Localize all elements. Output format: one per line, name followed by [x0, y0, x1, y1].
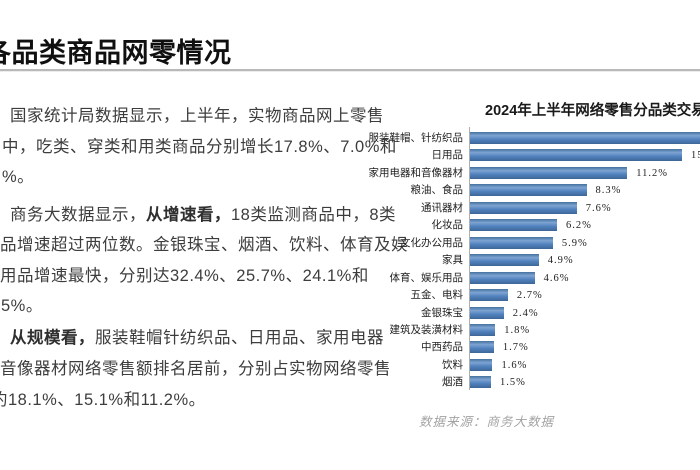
body-text-run: 国家统计局数据显示，上半年，实物商品网上零售 [10, 107, 384, 125]
body-text-line: 5%。 [1, 296, 43, 316]
chart-value-label: 2.4% [512, 307, 539, 319]
chart-bar [470, 201, 577, 214]
chart-bar [470, 376, 492, 389]
chart-category-label: 家用电器和音像器材 [368, 167, 464, 179]
body-text-run: 商务大数据显示， [10, 206, 146, 224]
chart-category-label: 通讯器材 [421, 202, 463, 214]
body-text-run: 5%。 [1, 297, 43, 315]
chart-category-label: 金银珠宝 [421, 307, 463, 319]
body-text-bold-run: 从增速看， [146, 206, 231, 224]
chart-value-label: 7.6% [585, 202, 612, 214]
chart-category-label: 建筑及装潢材料 [389, 324, 464, 336]
chart-category-label: 化妆品 [431, 220, 464, 232]
chart-bar [470, 323, 496, 336]
body-text-bold-run: 从规模看， [10, 329, 95, 347]
chart-bar [470, 149, 682, 162]
chart-bar [470, 271, 535, 284]
chart-bar [470, 219, 558, 232]
body-text-line: 约18.1%、15.1%和11.2%。 [0, 390, 206, 410]
chart-value-label: 4.9% [547, 255, 574, 267]
body-text-line: 用品增速最快，分别达32.4%、25.7%、24.1%和 [0, 266, 369, 286]
body-text-line: 品增速超过两位数。金银珠宝、烟酒、饮料、体育及娱 [0, 235, 408, 255]
chart-value-label: 11.2% [636, 167, 668, 179]
chart-category-label: 烟酒 [442, 377, 463, 389]
chart-bar [470, 184, 587, 197]
chart-value-label: 1.7% [502, 342, 529, 354]
chart-category-label: 家具 [442, 255, 463, 267]
body-text-line: 商务大数据显示，从增速看，18类监测商品中，8类 [10, 205, 396, 225]
chart-bar [470, 236, 553, 249]
chart-value-label: 2.7% [516, 290, 543, 302]
body-text-run: 品增速超过两位数。金银珠宝、烟酒、饮料、体育及娱 [0, 236, 408, 254]
chart-value-label: 1.6% [501, 359, 528, 371]
chart-bar [470, 306, 504, 319]
chart-value-label: 6.2% [566, 220, 592, 232]
chart-category-label: 体育、娱乐用品 [389, 272, 464, 284]
body-text-line: 音像器材网络零售额排名居前，分别占实物网络零售 [0, 359, 391, 379]
body-text-run: 音像器材网络零售额排名居前，分别占实物网络零售 [0, 360, 391, 378]
chart-category-label: 中西药品 [421, 342, 463, 354]
body-text-line: 国家统计局数据显示，上半年，实物商品网上零售 [10, 106, 384, 126]
body-text-run: 18类监测商品中，8类 [231, 206, 397, 224]
chart-category-label: 五金、电料 [410, 290, 464, 302]
chart-bar [470, 289, 508, 302]
chart-value-label: 1.8% [504, 324, 531, 336]
chart-value-label: 15.1% [691, 150, 700, 162]
page-title: 各品类商品网零情况 [0, 38, 232, 68]
body-text-run: 服装鞋帽针纺织品、日用品、家用电器 [95, 329, 384, 347]
body-text-line: 中，吃类、穿类和用类商品分别增长17.8%、7.0%和 [2, 137, 397, 157]
body-text-run: 中，吃类、穿类和用类商品分别增长17.8%、7.0%和 [2, 138, 397, 156]
chart-value-label: 4.6% [543, 272, 570, 284]
chart-value-label: 8.3% [595, 185, 622, 197]
body-text-run: 约18.1%、15.1%和11.2%。 [0, 391, 206, 409]
chart-source-note: 数据来源：商务大数据 [419, 415, 555, 429]
chart-category-label: 日用品 [431, 150, 464, 162]
chart-category-label: 饮料 [442, 359, 463, 371]
chart-category-label: 服装鞋帽、针纺织品 [368, 133, 464, 144]
body-text-run: 用品增速最快，分别达32.4%、25.7%、24.1%和 [0, 267, 369, 285]
chart-bar [470, 358, 493, 371]
chart-bar [470, 166, 628, 179]
chart-category-label: 文化办公用品 [400, 237, 463, 249]
body-text-line: %。 [2, 167, 34, 187]
body-text-line: 从规模看，服装鞋帽针纺织品、日用品、家用电器 [10, 328, 384, 348]
chart-title: 2024年上半年网络零售分品类交易额占比 [485, 103, 700, 119]
title-divider [0, 69, 700, 72]
chart-category-label: 粮油、食品 [410, 185, 464, 197]
chart-value-label: 5.9% [561, 237, 588, 249]
chart-bar [470, 132, 700, 144]
chart-bar [470, 254, 539, 267]
body-text-run: %。 [2, 168, 35, 186]
chart-y-axis-line [469, 127, 470, 390]
chart-bar [470, 341, 494, 354]
chart-value-label: 1.5% [500, 377, 526, 389]
